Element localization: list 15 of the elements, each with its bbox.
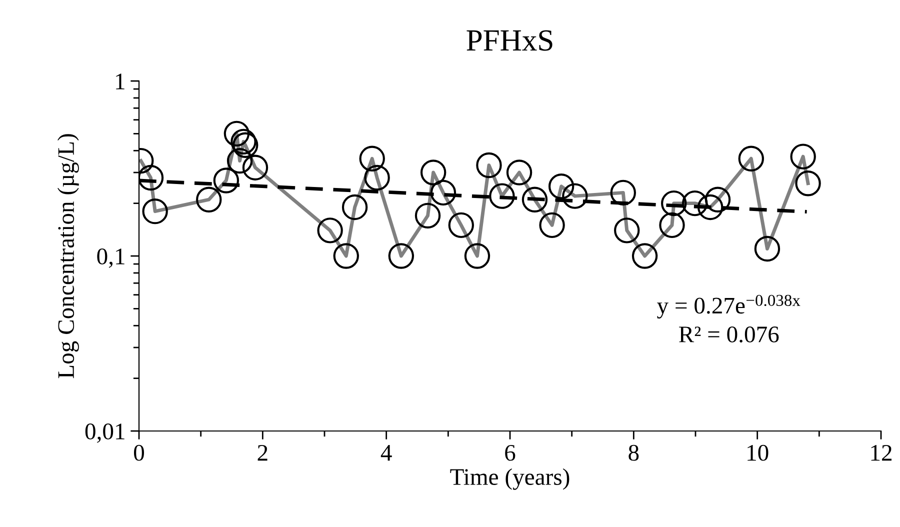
- x-tick-label: 4: [380, 445, 392, 461]
- x-tick-label: 12: [871, 444, 892, 461]
- x-tick-label: 2: [258, 444, 268, 461]
- y-tick-label: 0,01: [85, 423, 124, 443]
- x-tick-label: 10: [748, 444, 768, 461]
- annotation: R² = 0.076: [679, 326, 779, 343]
- y-axis-title: Log Concentration (µg/L): [57, 134, 79, 378]
- x-tick-label: 6: [505, 444, 516, 461]
- x-tick-label: 8: [628, 444, 639, 461]
- annotation: y = 0.27e$^{−0.038x}$: [657, 294, 800, 318]
- chart-title: PFHxS: [466, 30, 552, 51]
- y-tick-label: 0,1: [97, 248, 124, 268]
- x-tick-label: 0: [134, 444, 144, 461]
- x-axis-title: Time (years): [450, 468, 570, 490]
- y-tick-label: 1: [116, 74, 124, 90]
